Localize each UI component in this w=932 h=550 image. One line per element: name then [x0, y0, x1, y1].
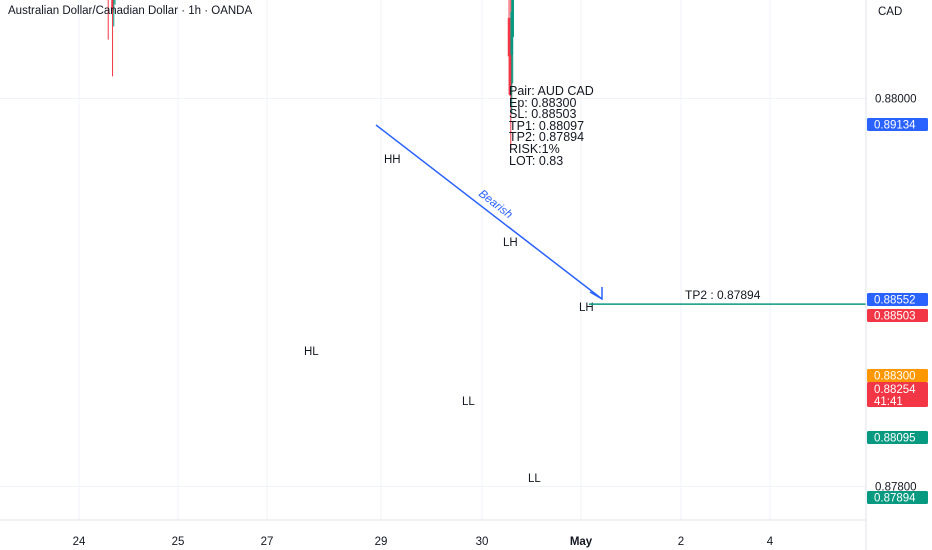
level-tag-tp2-bg	[867, 431, 928, 444]
price-tick-label: 0.88000	[875, 94, 917, 106]
candle-body[interactable]	[507, 17, 511, 57]
time-tick-label: 4	[767, 536, 774, 548]
time-axis[interactable]: 24 25 27 29 30 May 2 4	[73, 536, 774, 548]
level-tag-tp1-bg	[867, 369, 928, 382]
structure-label-hh: HH	[384, 154, 401, 166]
time-tick-label: 27	[261, 536, 274, 548]
structure-label-lh: LH	[503, 237, 518, 249]
note-tp1: TP1: 0.88097	[509, 118, 585, 133]
structure-label-lh: LH	[579, 302, 594, 314]
blue-price-tag: 0.89134	[874, 120, 916, 132]
level-tag-tp2: 0.88095	[874, 433, 916, 445]
countdown-tag: 41:41	[874, 396, 903, 408]
tp2-price-tag-bg	[867, 491, 928, 504]
candle-body[interactable]	[511, 0, 515, 38]
trend-arrowhead	[589, 287, 603, 301]
time-tick-label: 30	[476, 536, 489, 548]
note-tp2: TP2: 0.87894	[509, 130, 585, 145]
level-label-tp2: TP2 : 0.87894	[685, 288, 761, 302]
level-tag-sp: 0.88552	[874, 295, 916, 307]
structure-label-hl: HL	[304, 346, 319, 358]
trade-note[interactable]: Pair: AUD CAD Ep: 0.88300 SL: 0.88503 TP…	[509, 84, 594, 168]
bearish-trend-line[interactable]	[375, 124, 603, 300]
candle-body[interactable]	[509, 36, 513, 96]
note-stop-loss: SL: 0.88503	[509, 107, 577, 122]
tp2-price-tag: 0.87894	[874, 493, 916, 505]
price-tags: 0.89134 0.88552 0.88503 0.883000.8825441:41…	[867, 118, 928, 505]
candles[interactable]	[0, 0, 629, 150]
note-pair: Pair: AUD CAD	[509, 84, 594, 98]
level-tag-ep-bg	[867, 309, 928, 322]
time-tick-label: 2	[678, 536, 684, 548]
level-tag-sp-bg	[867, 293, 928, 306]
chart-title: Australian Dollar/Canadian Dollar · 1h ·…	[8, 5, 253, 17]
time-tick-label: 24	[73, 536, 86, 548]
price-tick-label: 0.87800	[875, 482, 917, 494]
grid-lines	[0, 0, 866, 520]
structure-label-ll: LL	[528, 473, 541, 485]
time-tick-label: 25	[172, 536, 185, 548]
currency-label[interactable]: CAD	[878, 6, 903, 18]
note-lot: LOT: 0.83	[509, 153, 564, 168]
time-tick-label: May	[570, 536, 593, 548]
note-entry: Ep: 0.88300	[509, 95, 577, 110]
level-tag-tp1: 0.88300	[874, 371, 916, 383]
current-price-tag-bg	[867, 382, 928, 407]
blue-price-tag-bg	[867, 118, 928, 131]
note-risk: RISK:1%	[509, 141, 560, 156]
level-tag-ep: 0.88503	[874, 311, 916, 323]
candle-body[interactable]	[111, 0, 114, 12]
price-axis[interactable]: 0.894000.893000.892000.891000.890000.889…	[875, 0, 917, 494]
structure-label-ll: LL	[462, 396, 475, 408]
current-price-tag: 0.88254	[874, 384, 916, 396]
time-tick-label: 29	[375, 536, 388, 548]
